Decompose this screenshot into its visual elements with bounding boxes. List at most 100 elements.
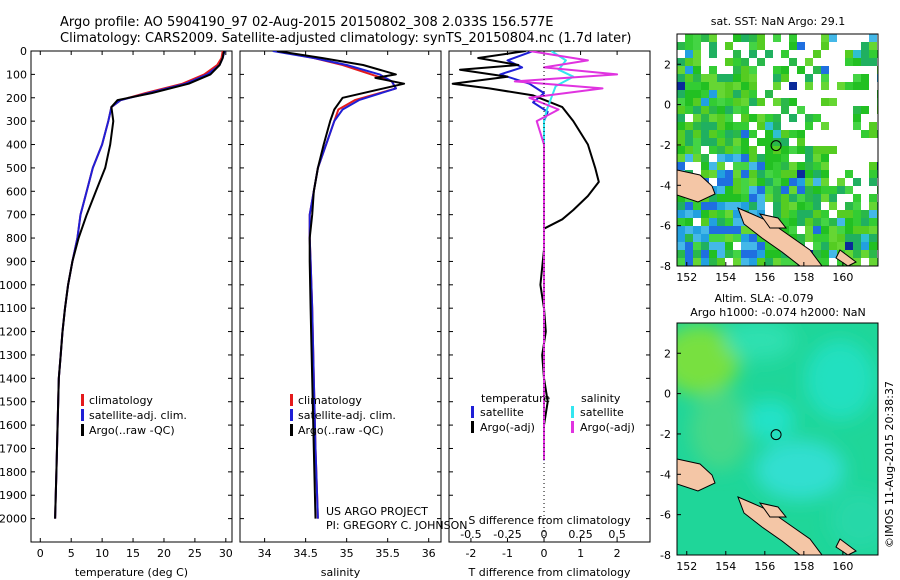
sst-cell <box>693 114 701 122</box>
sst-cell <box>701 234 709 242</box>
sst-cell <box>869 42 877 50</box>
sst-map-frame <box>676 33 879 267</box>
x-tick-label: 30 <box>219 547 233 560</box>
y-tick-label: 600 <box>6 185 27 198</box>
sst-cell <box>813 202 821 210</box>
sst-cell <box>821 186 829 194</box>
map-y-tick-label: -8 <box>660 549 671 562</box>
sst-cell <box>773 66 781 74</box>
sst-cell <box>717 114 725 122</box>
plot-area <box>54 51 226 519</box>
sst-cell <box>757 42 765 50</box>
sst-cell <box>853 242 861 250</box>
sst-cell <box>829 98 837 106</box>
sst-cell <box>765 178 773 186</box>
sst-cell <box>773 130 781 138</box>
sst-cell <box>757 122 765 130</box>
sst-cell <box>789 218 797 226</box>
sst-cell <box>757 258 765 266</box>
sst-cell <box>741 186 749 194</box>
sst-cell <box>813 162 821 170</box>
sst-cell <box>725 82 733 90</box>
y-tick-label: 1200 <box>0 326 27 339</box>
sst-cell <box>821 154 829 162</box>
x-tick-label: 5 <box>68 547 75 560</box>
sst-cell <box>709 138 717 146</box>
sst-cell <box>749 42 757 50</box>
sst-cell <box>709 218 717 226</box>
x-tick-label: 0 <box>37 547 44 560</box>
sst-cell <box>677 210 685 218</box>
legend-label: Argo(-adj) <box>480 421 535 434</box>
sst-cell <box>821 218 829 226</box>
sst-cell <box>765 138 773 146</box>
sst-cell <box>853 210 861 218</box>
sst-cell <box>845 234 853 242</box>
sst-cell <box>685 250 693 258</box>
sst-cell <box>821 178 829 186</box>
sst-cell <box>781 138 789 146</box>
y-tick-label: 900 <box>6 255 27 268</box>
legend-header-temperature: temperature <box>481 392 550 405</box>
sst-cell <box>845 250 853 258</box>
sst-cell <box>709 242 717 250</box>
legend-swatch <box>81 424 84 436</box>
sst-cell <box>717 194 725 202</box>
sla-land <box>677 458 857 555</box>
sst-cell <box>797 218 805 226</box>
sst-cell <box>813 50 821 58</box>
sst-cell <box>781 170 789 178</box>
sst-cell <box>853 218 861 226</box>
sst-cell <box>677 122 685 130</box>
sst-cell <box>685 258 693 266</box>
sst-cell <box>725 146 733 154</box>
sst-cell <box>781 258 789 266</box>
sst-cell <box>741 58 749 66</box>
sst-cell <box>685 202 693 210</box>
sst-cell <box>725 106 733 114</box>
y-tick-label: 1600 <box>0 419 27 432</box>
sst-cell <box>717 226 725 234</box>
sst-land <box>677 169 857 266</box>
x-tick-label: 0 <box>541 547 548 560</box>
sst-cell <box>869 58 877 66</box>
sst-cell <box>829 218 837 226</box>
sst-cell <box>869 202 877 210</box>
sst-cell <box>709 258 717 266</box>
sst-cell <box>717 98 725 106</box>
map-y-tick-label: 2 <box>664 347 671 360</box>
sst-cell <box>861 106 869 114</box>
sst-cell <box>701 250 709 258</box>
sst-cell <box>853 74 861 82</box>
sst-cell <box>845 82 853 90</box>
sst-cell <box>845 210 853 218</box>
sst-cell <box>725 178 733 186</box>
map-y-tick-label: -2 <box>660 139 671 152</box>
map-y-tick-label: -4 <box>660 468 671 481</box>
sst-cell <box>685 82 693 90</box>
map-x-tick-label: 158 <box>793 560 814 573</box>
sst-cell <box>757 202 765 210</box>
sst-cell <box>797 162 805 170</box>
sst-cell <box>853 178 861 186</box>
sst-cell <box>709 42 717 50</box>
y-tick-label: 1700 <box>0 442 27 455</box>
sst-cell <box>725 58 733 66</box>
sst-cell <box>829 250 837 258</box>
y-tick-label: 1900 <box>0 489 27 502</box>
sst-cell <box>677 234 685 242</box>
sst-cell <box>725 170 733 178</box>
sst-cell <box>773 98 781 106</box>
sst-cell <box>749 178 757 186</box>
sst-cell <box>789 210 797 218</box>
legend-swatch <box>571 406 574 418</box>
sst-cell <box>757 242 765 250</box>
sst-cell <box>765 194 773 202</box>
sst-cell <box>813 66 821 74</box>
legend-swatch <box>290 409 293 421</box>
sst-cell <box>701 90 709 98</box>
salinity-panel: 34 34.5 35 35.5 36 salinity climatology satelli… <box>239 50 442 579</box>
y-tick-label: 1100 <box>0 302 27 315</box>
sst-cell <box>749 50 757 58</box>
sst-cell <box>685 146 693 154</box>
